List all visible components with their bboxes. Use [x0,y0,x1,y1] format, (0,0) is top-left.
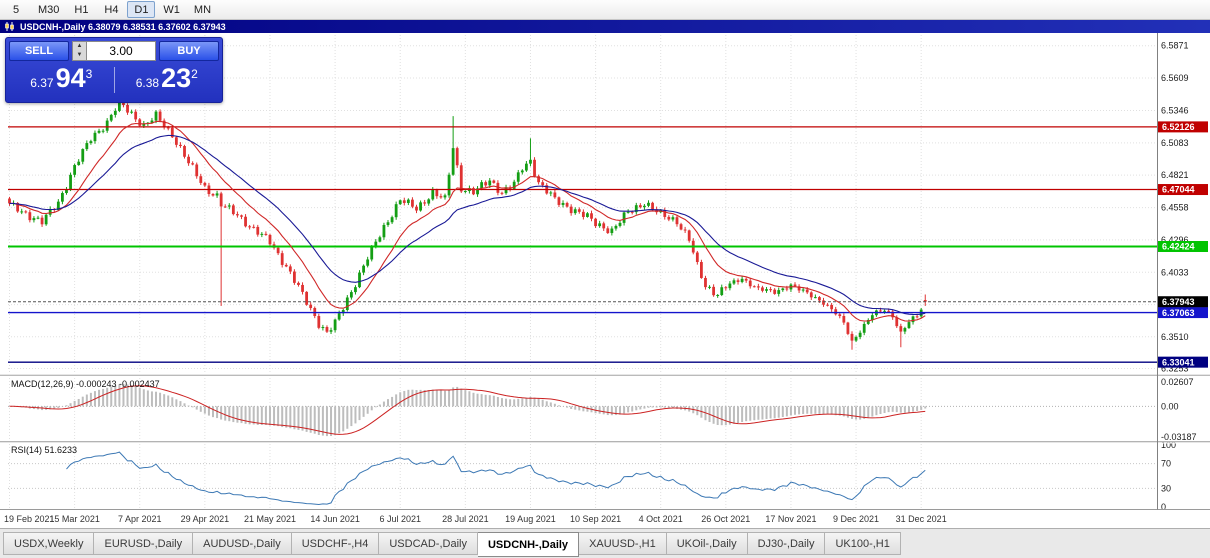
candles [8,93,927,350]
chart-tab-usdchf[interactable]: USDCHF-,H4 [291,532,380,555]
timeframe-button-h4[interactable]: H4 [104,3,119,16]
volume-spinner: ▲ ▼ [72,41,86,61]
svg-text:100: 100 [1161,440,1176,450]
timeframe-button-h1[interactable]: H1 [74,3,89,16]
bid-price-pips: 94 [55,63,86,93]
one-click-trading-panel: SELL ▲ ▼ BUY 6.37 94 3 6.38 23 2 [5,37,223,103]
svg-text:6.52126: 6.52126 [1162,122,1195,132]
svg-text:6.5083: 6.5083 [1161,138,1189,148]
chart-tab-uk100[interactable]: UK100-,H1 [825,532,901,555]
chart-tab-ukoil[interactable]: UKOil-,Daily [666,532,748,555]
rsi-indicator-label: RSI(14) 51.6233 [11,445,78,455]
svg-text:15 Mar 2021: 15 Mar 2021 [49,514,100,524]
sell-button[interactable]: SELL [9,41,69,61]
svg-text:6.37943: 6.37943 [1162,297,1195,307]
svg-text:28 Jul 2021: 28 Jul 2021 [442,514,489,524]
grid [8,35,1157,508]
chart-tab-bar: USDX,Weekly EURUSD-,Daily AUDUSD-,Daily USD… [0,528,1210,558]
svg-text:6.4821: 6.4821 [1161,170,1189,180]
svg-text:6.5609: 6.5609 [1161,73,1189,83]
svg-text:6.4296: 6.4296 [1161,235,1189,245]
timeframe-button-d1[interactable]: D1 [127,1,156,18]
chart-tab-eurusd[interactable]: EURUSD-,Daily [94,532,194,555]
svg-text:6.4558: 6.4558 [1161,203,1189,213]
rsi-indicator: 100 70 30 0 [8,440,1176,512]
svg-text:0.00: 0.00 [1161,401,1179,411]
svg-text:29 Apr 2021: 29 Apr 2021 [181,514,230,524]
svg-text:17 Nov 2021: 17 Nov 2021 [765,514,816,524]
volume-control: ▲ ▼ [72,41,156,61]
ask-price-point: 2 [191,67,198,81]
svg-text:6.5346: 6.5346 [1161,105,1189,115]
chart-canvas[interactable]: 0.02607 0.00 -0.03187 100 70 30 0 6.5871 6.560… [0,33,1210,528]
svg-text:6 Jul 2021: 6 Jul 2021 [379,514,421,524]
bid-price-prefix: 6.37 [30,76,54,90]
macd-indicator: 0.02607 0.00 -0.03187 [8,377,1197,442]
price-badges: 6.52126 6.47044 6.42424 6.37063 6.33041 6.379… [1158,121,1208,368]
svg-text:6.33041: 6.33041 [1162,357,1195,367]
svg-text:4 Oct 2021: 4 Oct 2021 [639,514,683,524]
timeframe-button-5[interactable]: 5 [12,3,20,16]
timeframe-button-mn[interactable]: MN [193,3,212,16]
chart-title-bar: USDCNH-,Daily 6.38079 6.38531 6.37602 6.… [0,20,1210,33]
svg-text:21 May 2021: 21 May 2021 [244,514,296,524]
svg-text:31 Dec 2021: 31 Dec 2021 [896,514,947,524]
buy-button[interactable]: BUY [159,41,219,61]
svg-text:0.02607: 0.02607 [1161,377,1194,387]
chart-title: USDCNH-,Daily 6.38079 6.38531 6.37602 6.… [20,21,226,32]
svg-text:9 Dec 2021: 9 Dec 2021 [833,514,879,524]
svg-text:14 Jun 2021: 14 Jun 2021 [310,514,360,524]
chart-tab-xauusd[interactable]: XAUUSD-,H1 [579,532,667,555]
chart-tab-usdx[interactable]: USDX,Weekly [3,532,95,555]
chart-tab-usdcad[interactable]: USDCAD-,Daily [379,532,478,555]
volume-decrease-button[interactable]: ▼ [76,52,83,58]
svg-text:6.47044: 6.47044 [1162,185,1195,195]
price-divider [113,67,115,93]
svg-text:30: 30 [1161,483,1171,493]
svg-text:26 Oct 2021: 26 Oct 2021 [701,514,750,524]
svg-text:6.37063: 6.37063 [1162,308,1195,318]
ask-price: 6.38 23 2 [115,63,220,94]
timeframe-button-m30[interactable]: M30 [38,3,60,16]
volume-input[interactable] [86,41,156,61]
macd-indicator-label: MACD(12,26,9) -0.000243 -0.002437 [11,379,160,389]
bid-price: 6.37 94 3 [9,63,114,94]
svg-text:6.3253: 6.3253 [1161,363,1189,373]
chart-tab-usdcnh[interactable]: USDCNH-,Daily [477,532,580,557]
moving-average-lines [9,120,926,322]
chart-tab-dj30[interactable]: DJ30-,Daily [747,532,826,555]
timeframe-toolbar: 5 M30 H1 H4 D1 W1 MN [0,0,1210,20]
svg-text:7 Apr 2021: 7 Apr 2021 [118,514,162,524]
svg-text:19 Feb 2021: 19 Feb 2021 [4,514,55,524]
svg-text:-0.03187: -0.03187 [1161,432,1197,442]
price-axis[interactable]: 6.5871 6.5609 6.5346 6.5083 6.4821 6.4558 6.42… [0,33,1210,510]
svg-text:19 Aug 2021: 19 Aug 2021 [505,514,556,524]
svg-text:0: 0 [1161,502,1166,512]
svg-text:6.4033: 6.4033 [1161,267,1189,277]
svg-text:70: 70 [1161,459,1171,469]
timeframe-button-w1[interactable]: W1 [163,3,180,16]
bid-price-point: 3 [85,67,93,81]
ask-price-pips: 23 [161,63,192,93]
svg-text:6.3510: 6.3510 [1161,332,1189,342]
svg-text:6.5871: 6.5871 [1161,41,1189,51]
volume-increase-button[interactable]: ▲ [76,43,83,49]
chart-tab-audusd[interactable]: AUDUSD-,Daily [193,532,292,555]
svg-text:6.42424: 6.42424 [1162,242,1195,252]
horizontal-level-lines[interactable] [8,126,1157,363]
svg-text:10 Sep 2021: 10 Sep 2021 [570,514,621,524]
candlestick-chart-icon [5,22,14,31]
ask-price-prefix: 6.38 [135,76,160,90]
